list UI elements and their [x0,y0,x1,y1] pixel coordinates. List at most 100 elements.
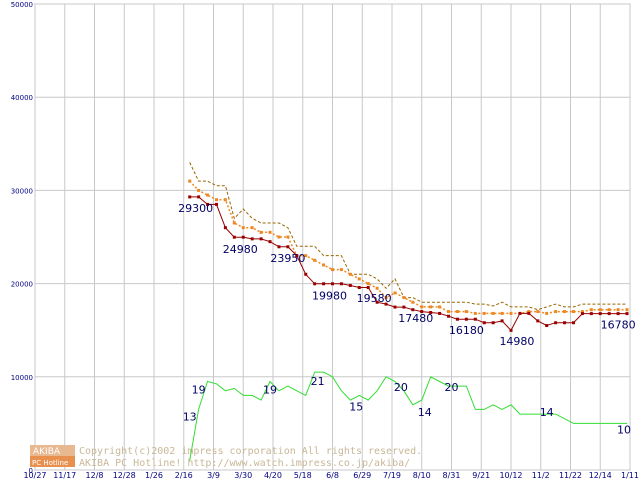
series-group [188,162,629,461]
y-tick-label: 40000 [11,94,33,102]
series-point [536,310,540,314]
series-point [286,235,290,239]
series-point [420,310,424,314]
series-point [598,312,602,316]
x-tick-label: 3/30 [234,471,252,480]
price-label: 23950 [270,252,305,265]
series-point [491,321,495,325]
series-point [384,296,388,300]
series-point [598,308,602,312]
y-tick-label: 50000 [11,1,33,9]
series-point [473,317,477,321]
series-point [339,282,343,286]
price-label: 19580 [357,292,392,305]
series-point [447,314,451,318]
x-tick-label: 5/18 [294,471,312,480]
series-point [527,310,531,314]
series-point [518,311,522,315]
series-point [348,283,352,287]
series-point [277,245,281,249]
series-point [259,230,263,234]
series-point [589,308,593,312]
series-point [563,321,567,325]
x-tick-label: 10/12 [499,471,522,480]
series-point [402,296,406,300]
series-point [366,282,370,286]
series-point [223,198,227,202]
series-point [366,286,370,290]
series-point [357,277,361,281]
price-label: 14980 [499,335,534,348]
series-point [464,317,468,321]
series-point [438,305,442,309]
series-point [509,328,513,332]
watermark: AKIBA PC Hotline Copyright(c)2002 impres… [30,445,422,469]
series-point [545,324,549,328]
series-point [232,235,236,239]
series-point [206,193,210,197]
series-point [455,317,459,321]
x-tick-label: 9/21 [472,471,490,480]
count-label: 14 [540,406,554,419]
series-point [188,179,192,183]
series-line [189,162,627,311]
series-point [188,195,192,199]
logo-bottom-text: PC Hotline [32,459,68,467]
logo-top-box [30,445,75,456]
series-point [438,311,442,315]
series-point [545,311,549,315]
x-tick-label: 6/8 [326,471,339,480]
price-label: 16780 [601,318,636,331]
series-line [189,371,627,461]
series-point [223,226,227,230]
x-tick-label: 12/14 [589,471,612,480]
series-point [411,300,415,304]
series-point [509,311,513,315]
x-tick-label: 11/22 [559,471,582,480]
y-tick-label: 10000 [11,374,33,382]
y-tick-label: 20000 [11,281,33,289]
x-tick-label: 10/27 [23,471,46,480]
price-label: 17480 [398,312,433,325]
count-label: 14 [418,406,432,419]
series-point [375,300,379,304]
series-point [259,237,263,241]
series-point [241,235,245,239]
series-point [197,195,201,199]
series-point [375,286,379,290]
count-label: 15 [349,400,363,413]
copyright-line-1: Copyright(c)2002 impress corporation All… [79,446,422,457]
series-point [286,245,290,249]
count-label: 21 [311,375,325,388]
series-point [214,202,218,206]
series-point [277,235,281,239]
series-point [295,254,299,258]
series-point [304,254,308,258]
series-point [197,188,201,192]
grid [34,3,631,471]
series-line [189,196,627,332]
series-point [625,312,629,316]
series-point [241,226,245,230]
series-point [384,302,388,306]
price-label: 16180 [449,324,484,337]
series-point [313,258,317,262]
count-label: 20 [445,381,459,394]
series-point [607,312,611,316]
series-point [455,310,459,314]
count-label: 10 [617,424,631,437]
series-point [429,305,433,309]
y-tick-label: 0 [29,467,33,475]
x-tick-label: 11/2 [532,471,550,480]
x-tick-label: 12/8 [86,471,104,480]
logo-bottom-box [30,456,75,467]
count-label: 19 [192,384,206,397]
series-point [268,230,272,234]
x-tick-label: 6/29 [353,471,371,480]
copyright-line-2: AKIBA PC Hotline! http://www.watch.impre… [79,458,410,469]
series-point [536,319,540,323]
x-tick-label: 1/26 [145,471,163,480]
x-tick-label: 4/20 [264,471,282,480]
